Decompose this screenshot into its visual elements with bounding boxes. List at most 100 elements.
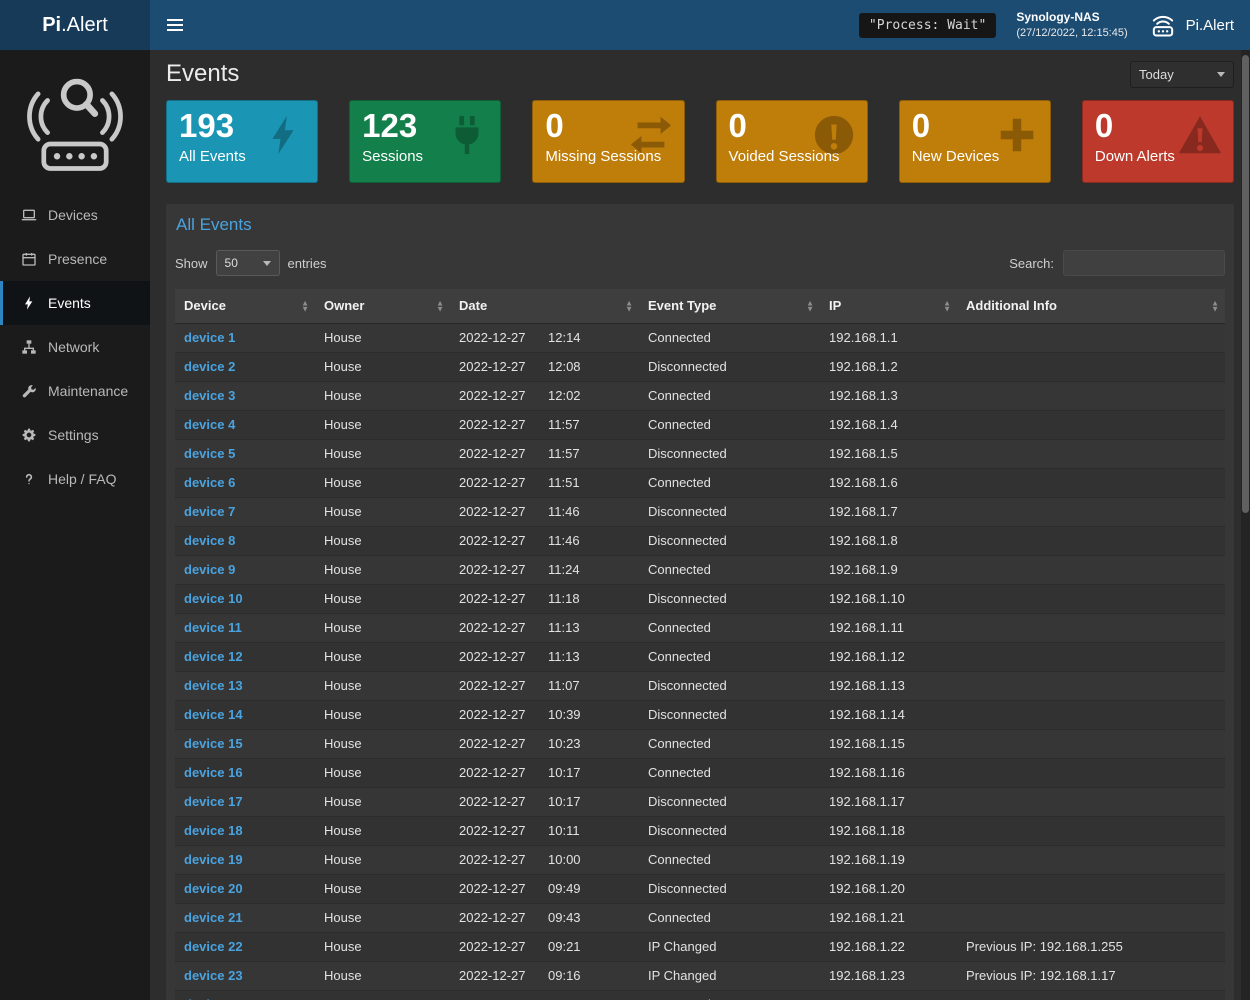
- additional-info-cell: [957, 787, 1225, 817]
- event-type-cell: Connected: [639, 903, 820, 933]
- additional-info-cell: [957, 410, 1225, 440]
- device-link[interactable]: device 18: [184, 823, 243, 838]
- additional-info-cell: [957, 526, 1225, 556]
- column-header-owner[interactable]: Owner ▲ ▼: [315, 289, 450, 324]
- card-voided-sessions[interactable]: 0 Voided Sessions: [715, 100, 868, 183]
- card-sessions[interactable]: 123 Sessions: [349, 100, 502, 183]
- owner-cell: House: [315, 700, 450, 730]
- device-link[interactable]: device 19: [184, 852, 243, 867]
- additional-info-cell: [957, 729, 1225, 759]
- device-link[interactable]: device 1: [184, 330, 236, 345]
- additional-info-cell: [957, 700, 1225, 730]
- owner-cell: House: [315, 961, 450, 991]
- date-cell: 2022-12-27 09:49: [450, 874, 639, 904]
- events-table-body: device 1 House 2022-12-27 12:14 Connected…: [175, 323, 1225, 1000]
- event-type-cell: Connected: [639, 613, 820, 643]
- device-cell: device 4: [175, 410, 315, 440]
- device-cell: device 19: [175, 845, 315, 875]
- ip-cell: 192.168.1.21: [820, 903, 957, 933]
- sidebar-toggle-button[interactable]: [158, 10, 192, 40]
- additional-info-cell: [957, 816, 1225, 846]
- column-header-ip[interactable]: IP ▲ ▼: [820, 289, 957, 324]
- device-cell: device 15: [175, 729, 315, 759]
- device-link[interactable]: device 11: [184, 620, 242, 635]
- date-cell: 2022-12-27 12:08: [450, 352, 639, 382]
- owner-cell: House: [315, 990, 450, 1000]
- event-type-cell: Disconnected: [639, 497, 820, 527]
- sidebar-item-help-faq[interactable]: Help / FAQ: [0, 457, 150, 501]
- device-link[interactable]: device 8: [184, 533, 236, 548]
- sort-icon: ▲ ▼: [943, 298, 951, 313]
- period-select[interactable]: Today: [1130, 60, 1234, 88]
- additional-info-cell: [957, 990, 1225, 1000]
- exclamation-circle-icon: [811, 112, 857, 158]
- device-link[interactable]: device 14: [184, 707, 243, 722]
- card-all-events[interactable]: 193 All Events: [166, 100, 319, 183]
- device-link[interactable]: device 10: [184, 591, 243, 606]
- table-row: device 11 House 2022-12-27 11:13 Connecte…: [175, 613, 1225, 643]
- card-missing-sessions[interactable]: 0 Missing Sessions: [532, 100, 685, 183]
- event-type-cell: Disconnected: [639, 584, 820, 614]
- column-header-device[interactable]: Device ▲ ▼: [175, 289, 315, 324]
- device-link[interactable]: device 15: [184, 736, 243, 751]
- device-link[interactable]: device 12: [184, 649, 243, 664]
- device-link[interactable]: device 17: [184, 794, 243, 809]
- events-table: Device ▲ ▼ Owner ▲ ▼ Date ▲ ▼ Event Type ▲ ▼…: [175, 289, 1225, 1000]
- device-link[interactable]: device 16: [184, 765, 243, 780]
- device-cell: device 10: [175, 584, 315, 614]
- device-cell: device 13: [175, 671, 315, 701]
- card-value: 0: [545, 107, 564, 144]
- column-header-date[interactable]: Date ▲ ▼: [450, 289, 639, 324]
- device-link[interactable]: device 20: [184, 881, 243, 896]
- event-type-cell: Disconnected: [639, 874, 820, 904]
- sidebar-item-presence[interactable]: Presence: [0, 237, 150, 281]
- device-link[interactable]: device 23: [184, 968, 243, 983]
- nas-info: Synology-NAS (27/12/2022, 12:15:45): [1016, 9, 1127, 41]
- sidebar-item-events[interactable]: Events: [0, 281, 150, 325]
- search-input[interactable]: [1063, 250, 1225, 276]
- sidebar-item-maintenance[interactable]: Maintenance: [0, 369, 150, 413]
- page-length-select[interactable]: 50: [215, 250, 280, 276]
- sidebar-item-settings[interactable]: Settings: [0, 413, 150, 457]
- device-link[interactable]: device 5: [184, 446, 236, 461]
- column-header-event-type[interactable]: Event Type ▲ ▼: [639, 289, 820, 324]
- device-link[interactable]: device 4: [184, 417, 236, 432]
- device-link[interactable]: device 9: [184, 562, 236, 577]
- page-scrollbar[interactable]: [1241, 50, 1250, 1000]
- device-link[interactable]: device 13: [184, 678, 243, 693]
- device-link[interactable]: device 24: [184, 997, 243, 1000]
- date-cell: 2022-12-27 11:24: [450, 555, 639, 585]
- device-link[interactable]: device 3: [184, 388, 236, 403]
- table-row: device 9 House 2022-12-27 11:24 Connected…: [175, 555, 1225, 585]
- device-link[interactable]: device 21: [184, 910, 243, 925]
- app-logo[interactable]: Pi .Alert: [0, 0, 150, 50]
- card-value: 123: [362, 107, 418, 144]
- sidebar-item-devices[interactable]: Devices: [0, 193, 150, 237]
- device-link[interactable]: device 7: [184, 504, 236, 519]
- date-cell: 2022-12-27 10:00: [450, 845, 639, 875]
- ip-cell: 192.168.1.2: [820, 352, 957, 382]
- column-header-label: IP: [829, 298, 842, 314]
- summary-cards: 193 All Events 123 Sessions 0 Missing Se…: [166, 100, 1235, 183]
- event-type-cell: Connected: [639, 642, 820, 672]
- date-cell: 2022-12-27 11:07: [450, 671, 639, 701]
- sidebar-item-network[interactable]: Network: [0, 325, 150, 369]
- additional-info-cell: [957, 845, 1225, 875]
- card-label: Sessions: [362, 147, 424, 165]
- sort-icon: ▲ ▼: [436, 298, 444, 313]
- additional-info-cell: Previous IP: 192.168.1.17: [957, 961, 1225, 991]
- table-controls: Show 50 entries Search:: [175, 250, 1225, 276]
- device-link[interactable]: device 6: [184, 475, 236, 490]
- owner-cell: House: [315, 555, 450, 585]
- ip-cell: 192.168.1.16: [820, 758, 957, 788]
- column-header-additional-info[interactable]: Additional Info ▲ ▼: [957, 289, 1225, 324]
- event-type-cell: Disconnected: [639, 439, 820, 469]
- scrollbar-thumb[interactable]: [1242, 55, 1249, 513]
- device-cell: device 6: [175, 468, 315, 498]
- date-cell: 2022-12-27 11:46: [450, 497, 639, 527]
- device-link[interactable]: device 2: [184, 359, 236, 374]
- card-down-alerts[interactable]: 0 Down Alerts: [1081, 100, 1235, 183]
- sidebar-item-label: Help / FAQ: [48, 471, 117, 487]
- card-new-devices[interactable]: 0 New Devices: [898, 100, 1051, 183]
- device-link[interactable]: device 22: [184, 939, 243, 954]
